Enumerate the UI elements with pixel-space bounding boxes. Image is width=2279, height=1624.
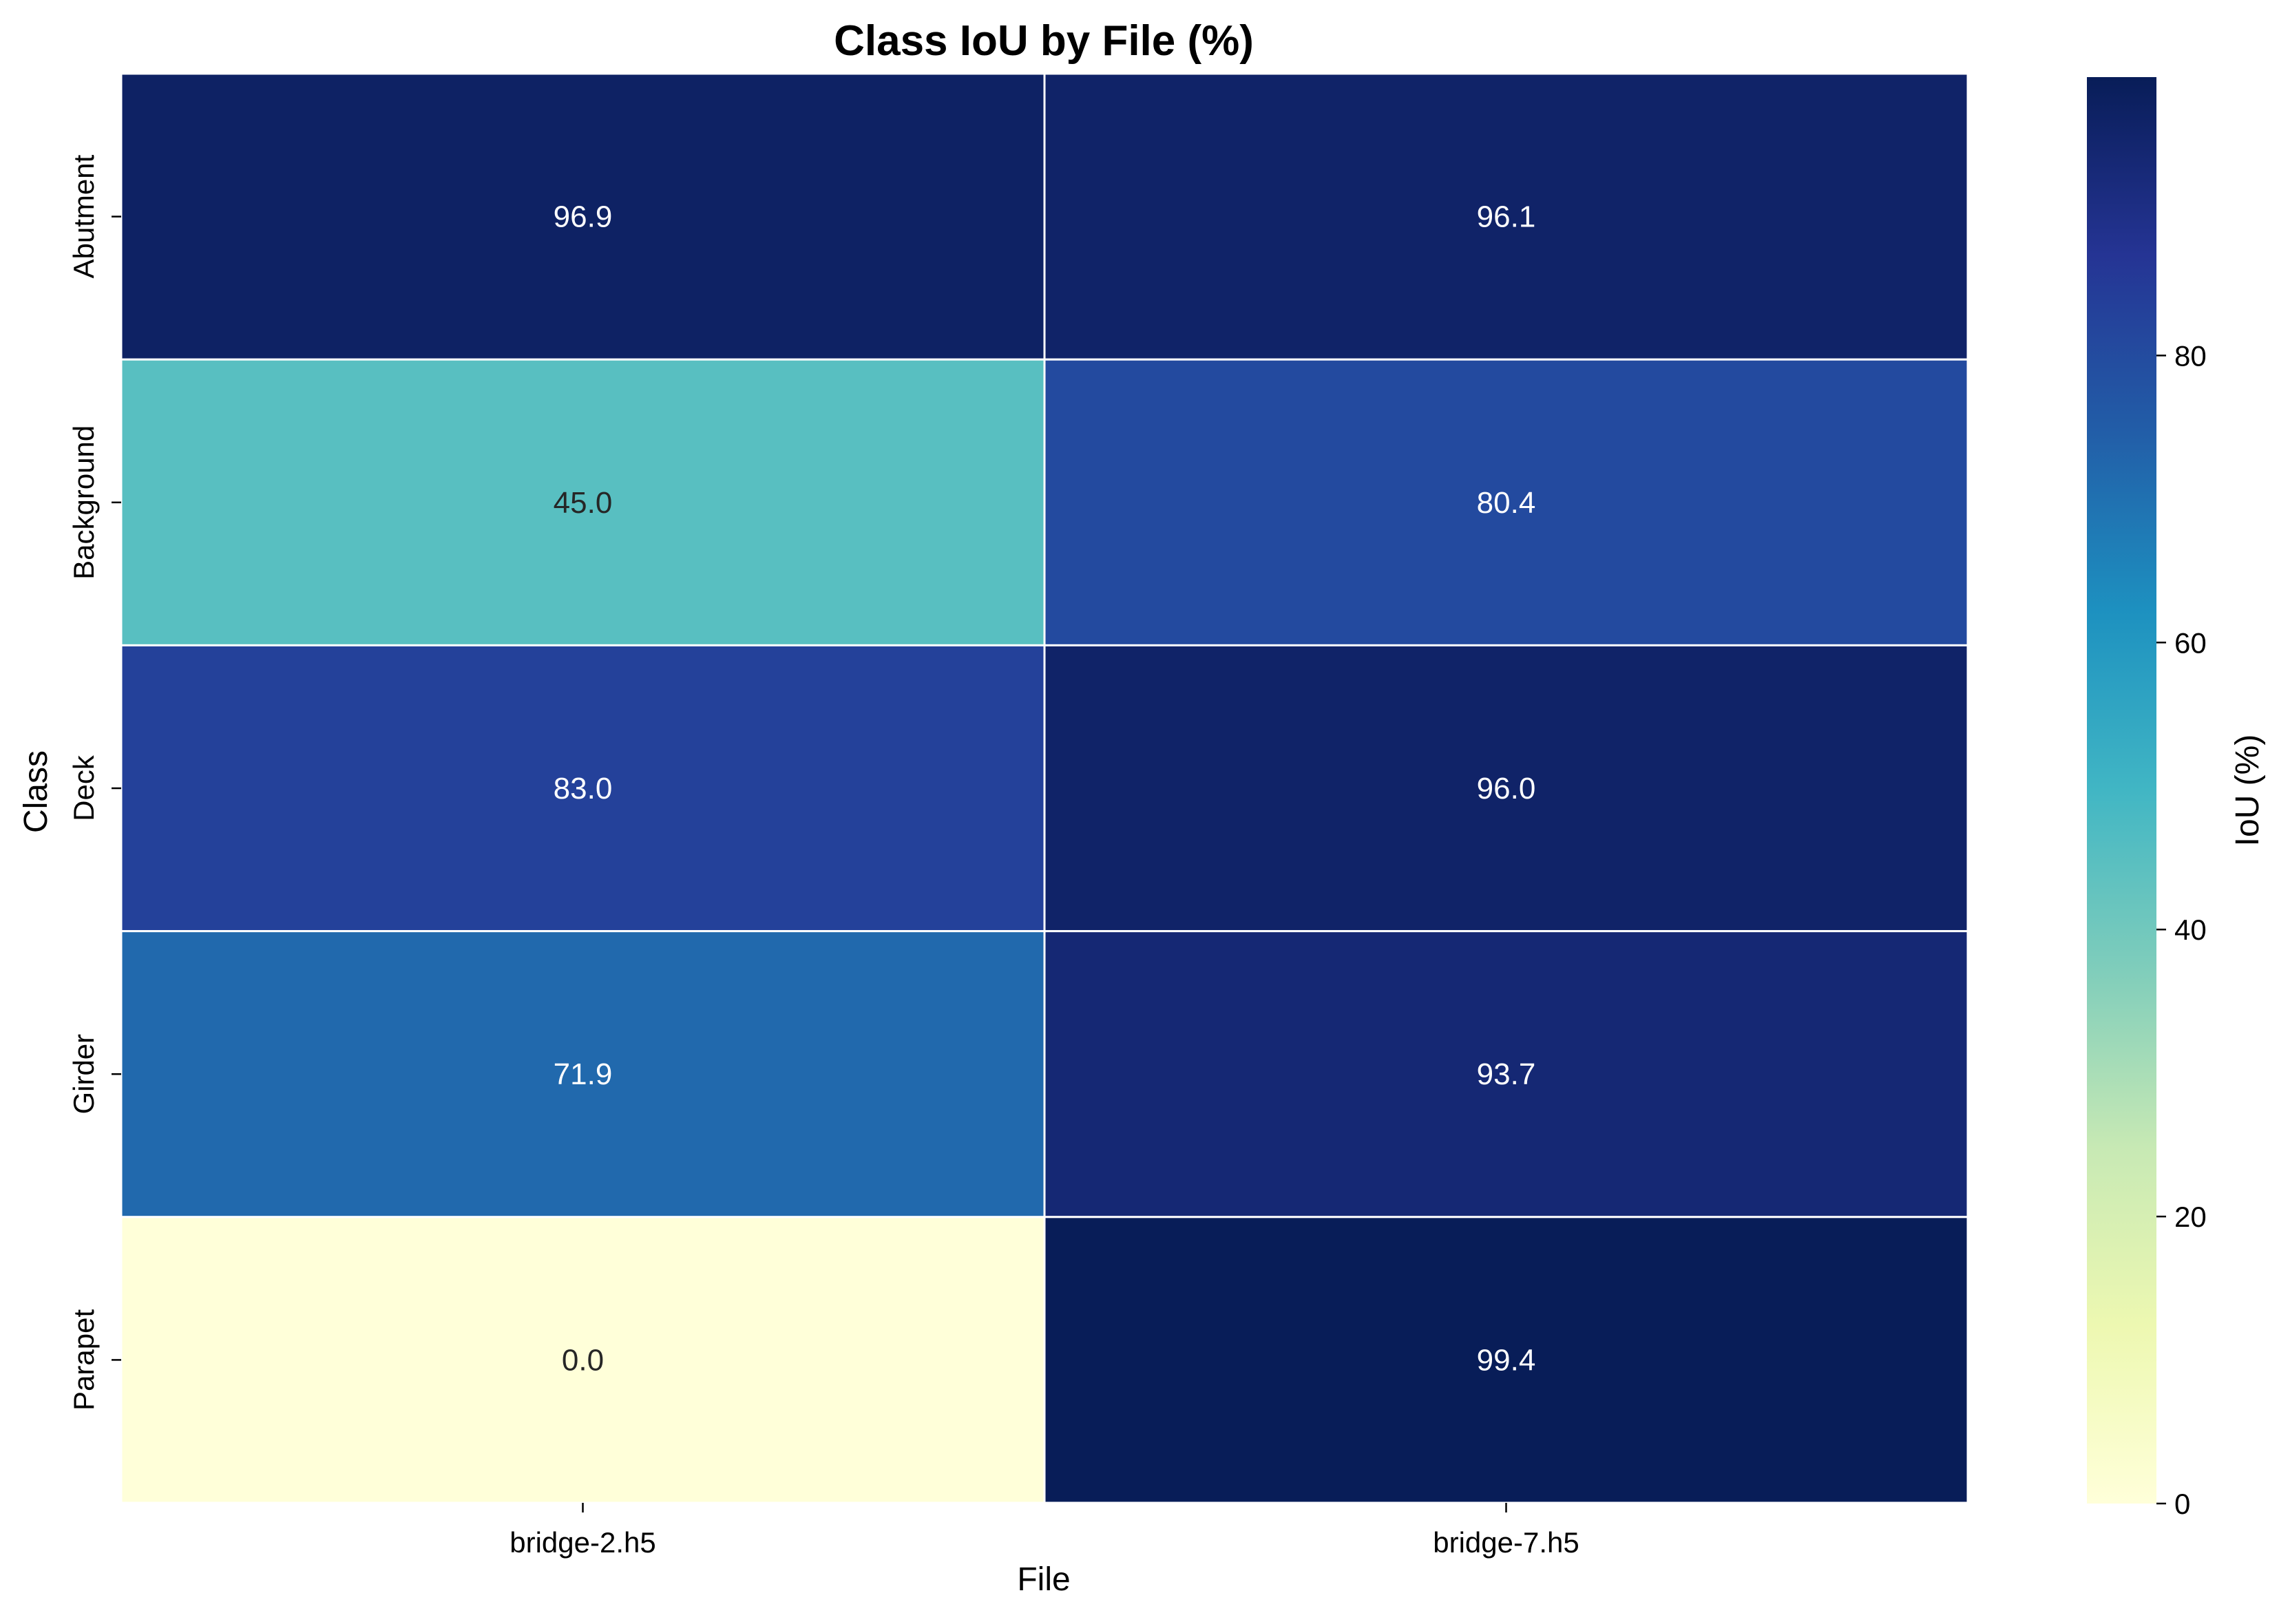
- x-tick-label: bridge-2.h5: [510, 1526, 655, 1559]
- cell-value-label: 45.0: [554, 486, 613, 520]
- x-tick-label: bridge-7.h5: [1433, 1526, 1579, 1559]
- heatmap-cell: [1043, 358, 1969, 646]
- colorbar-tick-label: 60: [2174, 626, 2207, 659]
- cell-value-label: 0.0: [562, 1343, 604, 1377]
- cell-value-label: 96.1: [1477, 200, 1536, 234]
- heatmap-cells: 96.9 96.1 45.0 80.4 83.0 96.0 71.9 93.7 0.0 99.4: [120, 72, 1969, 1504]
- colorbar-gradient: [2087, 77, 2156, 1504]
- y-tick-label: Abutment: [67, 154, 100, 278]
- y-tick-label: Deck: [67, 755, 100, 821]
- cell-value-label: 71.9: [554, 1057, 613, 1091]
- cell-value-label: 80.4: [1477, 486, 1536, 520]
- colorbar: [2087, 77, 2156, 1504]
- colorbar-tick-label: 40: [2174, 914, 2207, 946]
- x-axis-label: File: [1017, 1561, 1070, 1598]
- colorbar-tick-label: 80: [2174, 339, 2207, 372]
- heatmap-cell: [1043, 644, 1969, 933]
- heatmap-cell: [120, 644, 1046, 933]
- cell-value-label: 96.0: [1477, 772, 1536, 805]
- heatmap-cell: [120, 358, 1046, 646]
- cell-value-label: 93.7: [1477, 1057, 1536, 1091]
- colorbar-tick-label: 0: [2174, 1488, 2190, 1520]
- cell-value-label: 96.9: [554, 200, 613, 234]
- colorbar-label: IoU (%): [2229, 735, 2266, 847]
- y-tick-label: Background: [67, 425, 100, 580]
- chart-title: Class IoU by File (%): [834, 17, 1254, 65]
- colorbar-ticks: 0 20 40 60 80: [2156, 339, 2207, 1520]
- colorbar-tick-label: 20: [2174, 1201, 2207, 1233]
- heatmap-cell: [120, 930, 1046, 1219]
- heatmap-cell: [1043, 1216, 1969, 1504]
- heatmap-cell: [1043, 72, 1969, 361]
- y-axis-label: Class: [18, 750, 54, 833]
- heatmap-cell: [1043, 930, 1969, 1219]
- cell-value-label: 99.4: [1477, 1343, 1536, 1377]
- y-axis: Abutment Background Deck Girder Parapet: [67, 154, 121, 1411]
- y-tick-label: Girder: [67, 1034, 100, 1115]
- y-tick-label: Parapet: [67, 1309, 100, 1411]
- x-axis: bridge-2.h5 bridge-7.h5: [510, 1503, 1579, 1559]
- cell-value-label: 83.0: [554, 772, 613, 805]
- heatmap-cell: [120, 72, 1046, 361]
